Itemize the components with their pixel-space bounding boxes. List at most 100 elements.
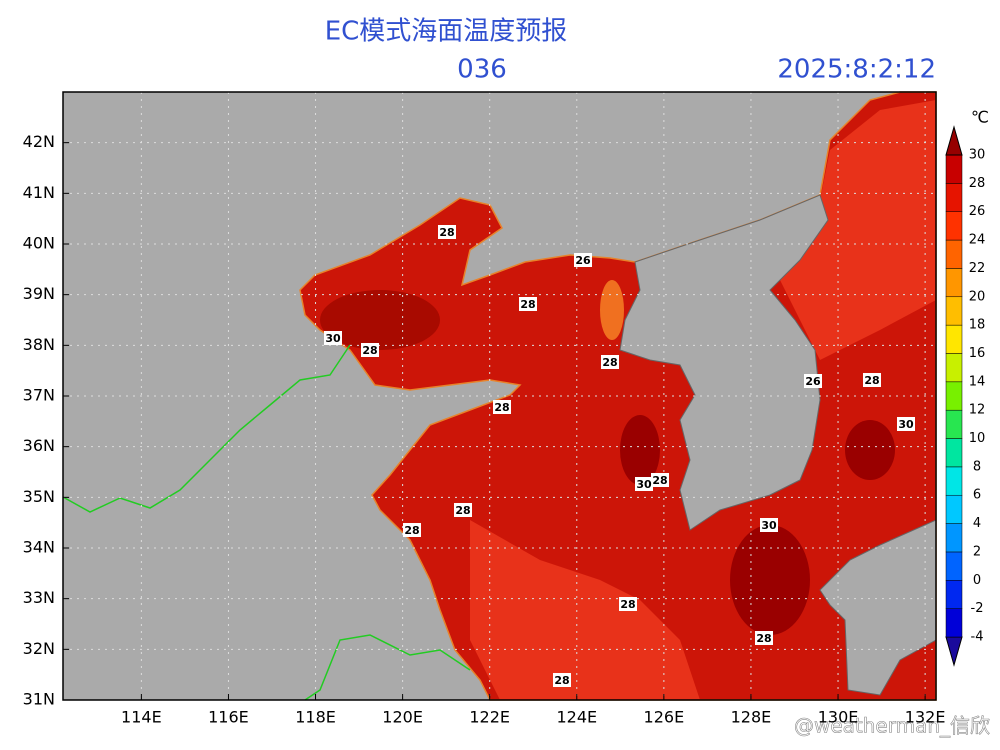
lon-label: 126E: [644, 708, 685, 727]
contour-label: 28: [864, 374, 879, 387]
land-japan: [819, 519, 937, 696]
colorbar-label: 30: [969, 148, 986, 163]
lat-label: 34N: [23, 538, 55, 557]
contour-label-bg: [438, 225, 456, 239]
colorbar-unit: ℃: [971, 108, 989, 127]
contour-label-bg: [651, 473, 669, 487]
contour-label: 28: [439, 226, 454, 239]
contour-label: 30: [898, 418, 914, 431]
colorbar-box: [945, 438, 963, 468]
contour-label-bg: [493, 400, 511, 414]
lat-label: 38N: [23, 335, 55, 354]
colorbar-label: 6: [973, 488, 981, 503]
contour-label: 28: [455, 504, 470, 517]
lat-label: 41N: [23, 183, 55, 202]
colorbar-triangle: [945, 636, 963, 667]
contour-label: 28: [404, 524, 419, 537]
lon-label: 130E: [818, 708, 859, 727]
colorbar-box: [945, 494, 963, 524]
colorbar-label: 2: [973, 544, 981, 559]
colorbar-box: [945, 466, 963, 496]
colorbar-label: 16: [969, 346, 986, 361]
river: [304, 634, 471, 701]
colorbar-box: [945, 239, 963, 269]
contour-label-bg: [760, 518, 778, 532]
colorbar-box: [945, 551, 963, 581]
contour-label: 28: [602, 356, 617, 369]
contour-label: 30: [761, 519, 777, 532]
contour-label-bg: [619, 597, 637, 611]
contour-label: 28: [652, 474, 667, 487]
colorbar-label: 20: [969, 289, 986, 304]
lat-label: 35N: [23, 487, 55, 506]
contour-label-bg: [361, 343, 379, 357]
lat-label: 42N: [23, 132, 55, 151]
colorbar-box: [945, 580, 963, 609]
contour-label: 30: [636, 478, 652, 491]
lat-label: 40N: [23, 234, 55, 253]
river: [62, 344, 351, 513]
colorbar-label: 18: [969, 318, 986, 333]
lon-label: 132E: [905, 708, 946, 727]
colorbar-label: 14: [969, 374, 986, 389]
contour-label: 28: [756, 632, 771, 645]
contour-label: 28: [554, 674, 569, 687]
colorbar-box: [945, 353, 963, 383]
colorbar-label: 10: [969, 431, 986, 446]
colorbar-label: 4: [973, 516, 981, 531]
contour-label-bg: [635, 477, 653, 491]
contour-label-bg: [574, 253, 592, 267]
colorbar-box: [945, 296, 963, 326]
colorbar-box: [945, 268, 963, 298]
lon-label: 114E: [121, 708, 162, 727]
lat-label: 39N: [23, 284, 55, 303]
lon-label: 122E: [469, 708, 510, 727]
lat-label: 31N: [23, 690, 55, 709]
colorbar-box: [945, 523, 963, 553]
watermark: @weatherman_信欣: [794, 714, 990, 738]
contour-label-bg: [755, 631, 773, 645]
lon-label: 128E: [731, 708, 772, 727]
colorbar-box: [945, 154, 963, 184]
colorbar-label: 28: [969, 176, 986, 191]
lon-label: 118E: [295, 708, 336, 727]
colorbar-box: [945, 608, 963, 638]
hot-area: [845, 420, 895, 480]
lat-label: 37N: [23, 386, 55, 405]
lat-label: 33N: [23, 588, 55, 607]
lat-label: 32N: [23, 639, 55, 658]
colorbar-box: [945, 381, 963, 411]
colorbar-label: 0: [973, 573, 981, 588]
colorbar-label: -2: [971, 601, 984, 616]
colorbar-triangle: [945, 125, 963, 156]
contour-label: 28: [520, 298, 535, 311]
contour-label-bg: [553, 673, 571, 687]
contour-label: 28: [362, 344, 377, 357]
colorbar-box: [945, 211, 963, 241]
hot-area: [320, 290, 440, 350]
contour-label-bg: [863, 373, 881, 387]
colorbar-label: 22: [969, 261, 986, 276]
contour-label-bg: [454, 503, 472, 517]
contour-label-bg: [519, 297, 537, 311]
cool-area: [600, 280, 624, 340]
warm-area: [470, 520, 700, 700]
colorbar-label: 8: [973, 459, 981, 474]
contour-label: 30: [325, 332, 341, 345]
title: EC模式海面温度预报: [325, 17, 568, 47]
contour-label: 26: [805, 375, 821, 388]
contour-label: 28: [620, 598, 635, 611]
contour-label: 28: [494, 401, 509, 414]
contour-label-bg: [324, 331, 342, 345]
hot-area: [620, 415, 660, 485]
contour-label-bg: [897, 417, 915, 431]
contour-label-bg: [601, 355, 619, 369]
contour-label-bg: [403, 523, 421, 537]
forecast-hour: 036: [457, 55, 507, 85]
colorbar-label: 26: [969, 204, 986, 219]
lon-label: 124E: [556, 708, 597, 727]
valid-time: 2025:8:2:12: [777, 55, 936, 85]
